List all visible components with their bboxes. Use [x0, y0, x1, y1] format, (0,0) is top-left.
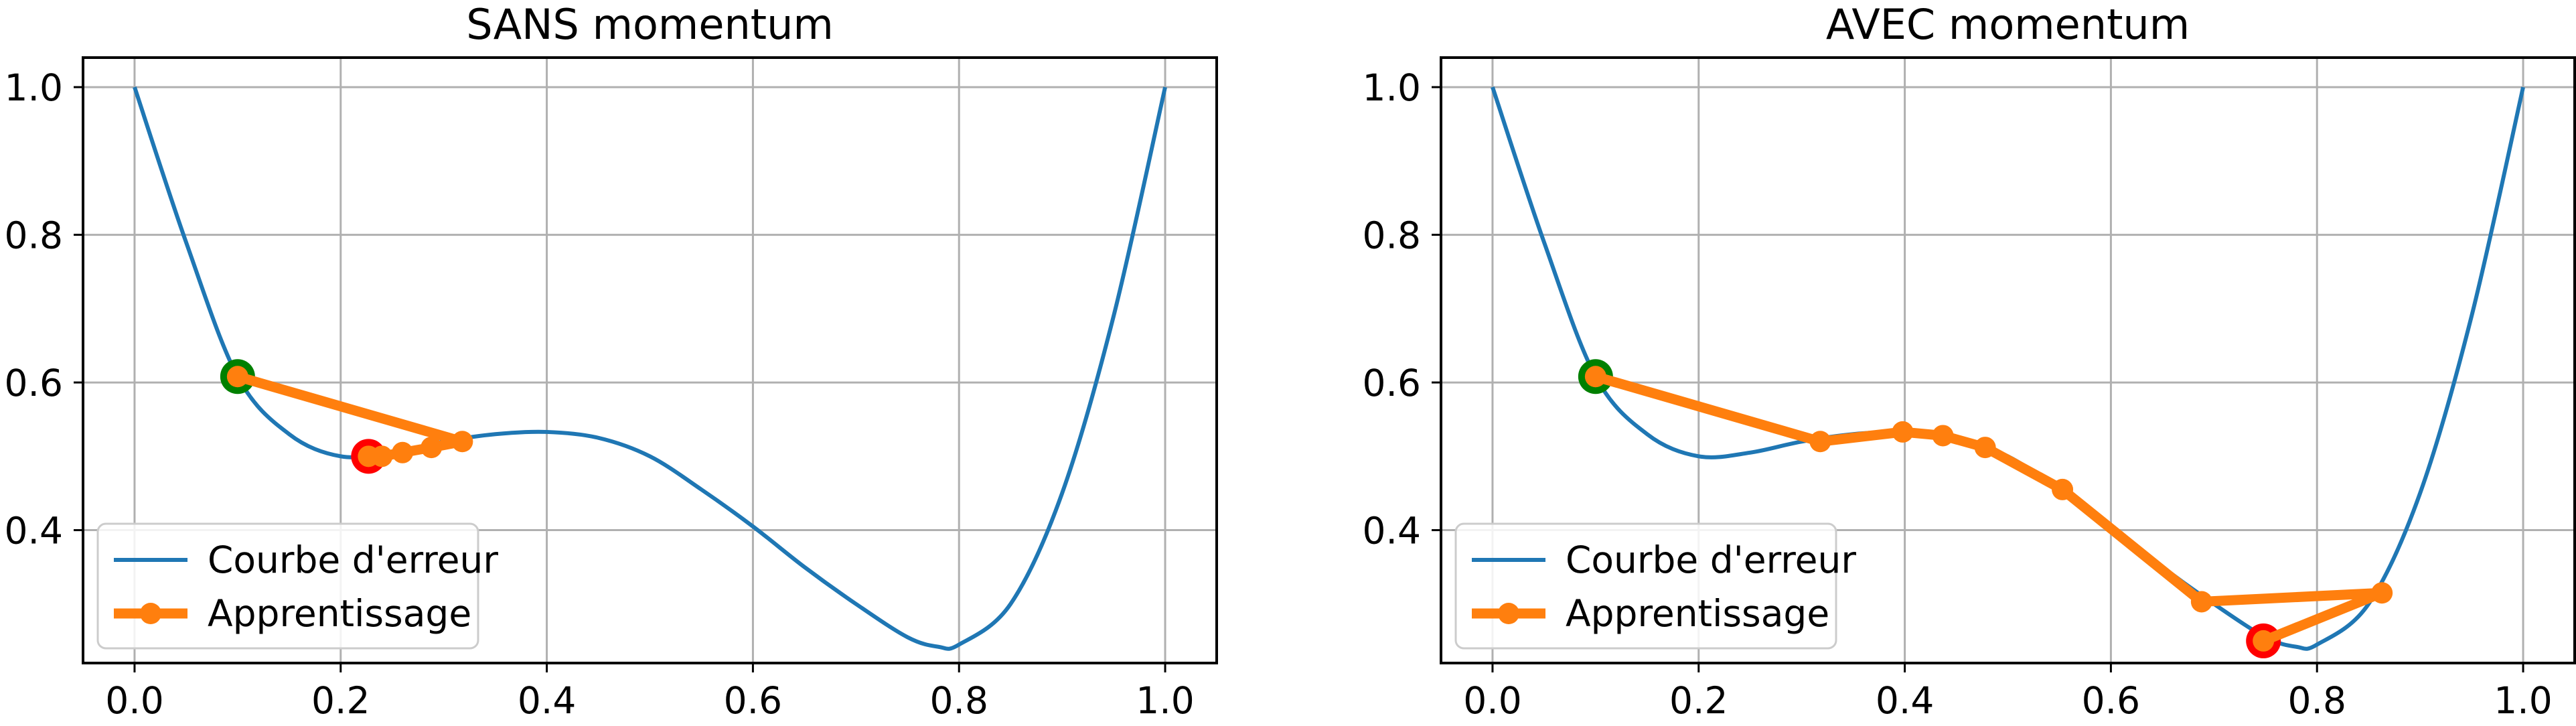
learning-path-point [2253, 630, 2275, 652]
legend-label-curve: Courbe d'erreur [1566, 538, 1856, 581]
y-tick-label: 0.8 [1363, 214, 1421, 257]
plot-area: 0.0 0.2 0.4 0.6 0.8 1.0 0.4 0.6 0.8 1.0 [5, 56, 1218, 722]
learning-path-point [421, 437, 443, 459]
y-tick-label: 0.4 [5, 510, 63, 553]
x-tick-label: 0.2 [1669, 679, 1728, 722]
x-tick-label: 0.4 [1876, 679, 1934, 722]
learning-path-point [1584, 366, 1606, 388]
learning-path-point [1932, 425, 1954, 447]
x-tick-label: 0.0 [1463, 679, 1521, 722]
legend-label-path: Apprentissage [208, 592, 471, 635]
legend-marker-path [140, 603, 161, 624]
y-tick-label: 0.6 [5, 362, 63, 405]
legend: Courbe d'erreur Apprentissage [96, 522, 498, 650]
legend-box [96, 522, 479, 650]
axes-frame [1440, 56, 2576, 664]
chart-sans-momentum: SANS momentum 0.0 0.2 0.4 0.6 0.8 1.00.40.60.… [5, 0, 1218, 722]
x-tick-label: 0.8 [929, 679, 988, 722]
learning-path-point [2190, 591, 2212, 613]
learning-path-point [1974, 437, 1996, 459]
x-tick-label: 0.0 [105, 679, 163, 722]
learning-path-point [226, 366, 248, 388]
legend: Courbe d'erreur Apprentissage [1454, 522, 1856, 650]
x-tick-label: 0.6 [2082, 679, 2140, 722]
x-tick-label: 1.0 [1136, 679, 1194, 722]
y-tick-label: 0.4 [1363, 510, 1421, 553]
learning-path-point [1892, 421, 1914, 443]
learning-path-point [2371, 582, 2393, 604]
x-tick-label: 0.4 [518, 679, 576, 722]
legend-label-path: Apprentissage [1566, 592, 1829, 635]
legend-marker-path [1498, 603, 1519, 624]
x-tick-label: 0.2 [311, 679, 370, 722]
y-tick-label: 0.8 [5, 214, 63, 257]
chart-avec-momentum: AVEC momentum 0.0 0.2 0.4 0.6 0.8 1.00.40.60.… [1363, 0, 2576, 722]
learning-path-point [392, 441, 414, 463]
error-curve-line [133, 86, 1167, 651]
learning-path-point [1809, 431, 1831, 453]
learning-path-point [451, 431, 473, 453]
learning-path-point [358, 445, 380, 467]
y-tick-label: 1.0 [1363, 66, 1421, 109]
legend-box [1454, 522, 1837, 650]
x-tick-label: 0.6 [724, 679, 782, 722]
axes-frame [82, 56, 1218, 664]
legend-label-curve: Courbe d'erreur [208, 538, 498, 581]
plot-area: 0.0 0.2 0.4 0.6 0.8 1.0 0.4 0.6 0.8 1.0 [1363, 56, 2576, 722]
y-tick-label: 1.0 [5, 66, 63, 109]
x-tick-label: 0.8 [2287, 679, 2346, 722]
learning-path-point [2052, 478, 2074, 500]
x-tick-label: 1.0 [2494, 679, 2552, 722]
y-tick-label: 0.6 [1363, 362, 1421, 405]
chart-title: SANS momentum [466, 0, 834, 49]
chart-title: AVEC momentum [1826, 0, 2190, 49]
